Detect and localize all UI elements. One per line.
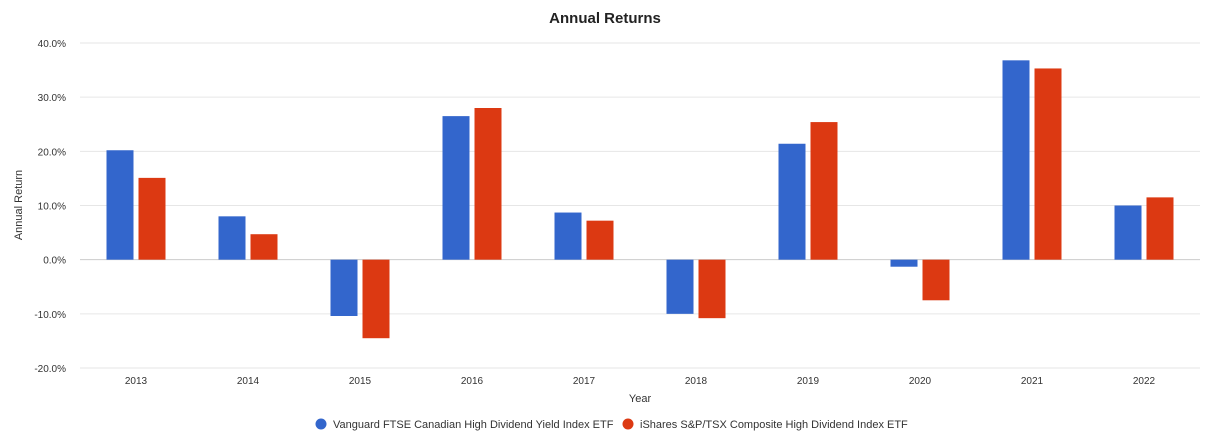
gridlines	[80, 42, 1200, 369]
bar-series-2-2022[interactable]	[1146, 197, 1174, 260]
bar-series-1-2022[interactable]	[1114, 205, 1142, 260]
y-axis-ticks: 40.0% 30.0% 20.0% 10.0% 0.0% -10.0% -20.0%	[34, 39, 66, 375]
bar-series-1-2013[interactable]	[106, 150, 134, 260]
y-tick-label: -10.0%	[34, 310, 66, 321]
chart-title: Annual Returns	[549, 10, 661, 27]
x-tick-label: 2018	[685, 376, 708, 387]
bar-series-1-2015[interactable]	[330, 259, 358, 316]
x-tick-label: 2014	[237, 376, 260, 387]
bar-series-2-2018[interactable]	[698, 259, 726, 319]
bar-series-1-2018[interactable]	[666, 259, 694, 314]
x-tick-label: 2016	[461, 376, 484, 387]
x-axis-ticks: 2013 2014 2015 2016 2017 2018 2019 2020 2021 2022	[125, 376, 1156, 387]
y-tick-label: 0.0%	[43, 256, 66, 267]
bar-series-1-2017[interactable]	[554, 212, 582, 260]
x-axis-title: Year	[629, 393, 652, 405]
legend-marker	[622, 418, 634, 430]
legend-item-2[interactable]: iShares S&P/TSX Composite High Dividend …	[622, 418, 909, 432]
y-tick-label: 30.0%	[38, 93, 66, 104]
bar-series-2-2014[interactable]	[250, 234, 278, 260]
x-tick-label: 2019	[797, 376, 820, 387]
x-tick-label: 2015	[349, 376, 372, 387]
bar-series-2-2017[interactable]	[586, 220, 614, 260]
legend[interactable]: Vanguard FTSE Canadian High Dividend Yie…	[315, 418, 909, 432]
y-tick-label: 20.0%	[38, 147, 66, 158]
legend-label: Vanguard FTSE Canadian High Dividend Yie…	[333, 419, 614, 431]
bar-series-2-2016[interactable]	[474, 108, 502, 260]
bars	[106, 60, 1174, 339]
bar-series-1-2020[interactable]	[890, 259, 918, 267]
y-tick-label: 10.0%	[38, 202, 66, 213]
bar-series-2-2020[interactable]	[922, 259, 950, 301]
y-axis-title: Annual Return	[13, 170, 25, 240]
x-tick-label: 2020	[909, 376, 932, 387]
bar-series-1-2014[interactable]	[218, 216, 246, 260]
x-tick-label: 2017	[573, 376, 596, 387]
x-tick-label: 2013	[125, 376, 148, 387]
legend-item-1[interactable]: Vanguard FTSE Canadian High Dividend Yie…	[315, 418, 614, 432]
bar-series-2-2021[interactable]	[1034, 68, 1062, 260]
bar-series-2-2015[interactable]	[362, 259, 390, 339]
x-tick-label: 2021	[1021, 376, 1044, 387]
x-tick-label: 2022	[1133, 376, 1156, 387]
bar-series-1-2019[interactable]	[778, 143, 806, 260]
y-tick-label: -20.0%	[34, 364, 66, 375]
legend-label: iShares S&P/TSX Composite High Dividend …	[640, 419, 908, 431]
legend-marker	[315, 418, 327, 430]
bar-series-2-2013[interactable]	[138, 177, 166, 260]
bar-series-2-2019[interactable]	[810, 122, 838, 260]
y-tick-label: 40.0%	[38, 39, 66, 50]
bar-series-1-2016[interactable]	[442, 116, 470, 260]
bar-series-1-2021[interactable]	[1002, 60, 1030, 260]
